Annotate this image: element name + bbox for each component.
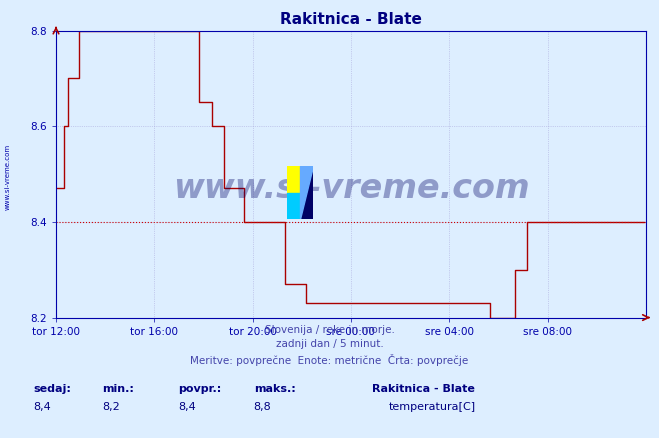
Bar [287, 166, 300, 193]
Title: Rakitnica - Blate: Rakitnica - Blate [280, 12, 422, 27]
Text: Slovenija / reke in morje.: Slovenija / reke in morje. [264, 325, 395, 335]
Text: min.:: min.: [102, 384, 134, 394]
Text: 8,2: 8,2 [102, 402, 120, 412]
Text: maks.:: maks.: [254, 384, 295, 394]
Text: temperatura[C]: temperatura[C] [389, 402, 476, 412]
Polygon shape [300, 166, 313, 219]
Text: Rakitnica - Blate: Rakitnica - Blate [372, 384, 475, 394]
Text: zadnji dan / 5 minut.: zadnji dan / 5 minut. [275, 339, 384, 350]
Bar [287, 193, 300, 219]
Text: 8,8: 8,8 [254, 402, 272, 412]
Text: Meritve: povprečne  Enote: metrične  Črta: povprečje: Meritve: povprečne Enote: metrične Črta:… [190, 354, 469, 366]
Text: sedaj:: sedaj: [33, 384, 71, 394]
Text: povpr.:: povpr.: [178, 384, 221, 394]
Text: www.si-vreme.com: www.si-vreme.com [5, 145, 11, 210]
Text: 8,4: 8,4 [178, 402, 196, 412]
Text: 8,4: 8,4 [33, 402, 51, 412]
Polygon shape [300, 166, 313, 219]
Text: www.si-vreme.com: www.si-vreme.com [173, 172, 529, 205]
